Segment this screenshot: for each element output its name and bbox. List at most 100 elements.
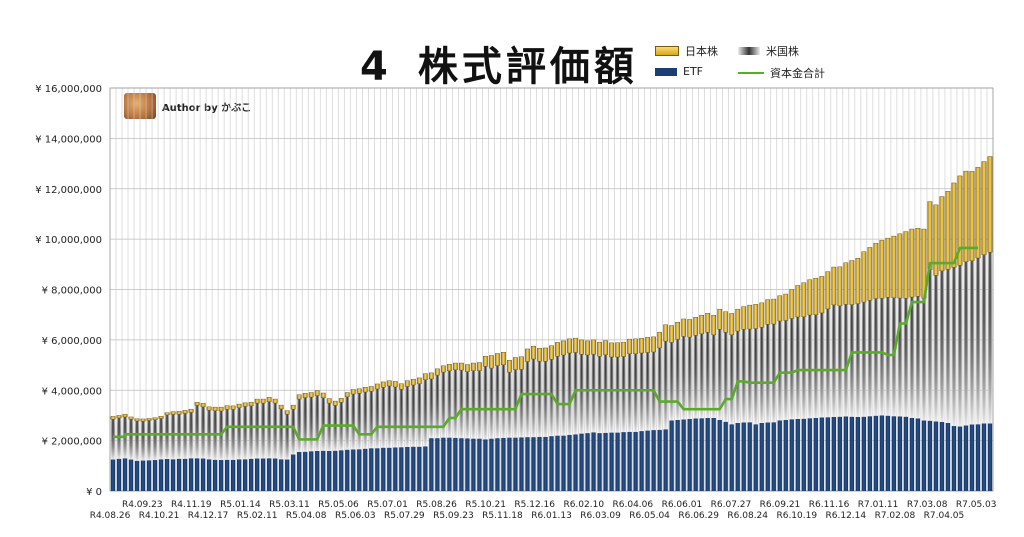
bar-etf: [783, 419, 788, 491]
bar-us-shade: [927, 269, 933, 421]
bar-us-shade: [603, 354, 608, 433]
bar-us-shade: [146, 420, 152, 461]
bar-japan: [723, 311, 729, 333]
bar-us-shade: [867, 300, 873, 417]
bar-us-shade: [297, 399, 302, 452]
bar-etf: [627, 431, 632, 491]
bar-etf: [753, 424, 758, 491]
bar-japan: [609, 342, 614, 358]
bar-japan: [555, 342, 560, 357]
bar-japan: [735, 308, 741, 332]
bar-japan: [645, 337, 650, 353]
bar-japan: [819, 276, 825, 314]
bar-japan: [543, 347, 548, 362]
x-tick-label: R4.12.17: [188, 511, 229, 521]
bar-etf: [194, 458, 200, 491]
bar-us-shade: [423, 379, 428, 447]
bar-us-shade: [200, 406, 206, 459]
bar-etf: [639, 431, 644, 491]
bar-us-shade: [483, 366, 488, 440]
bar-etf: [735, 422, 740, 491]
bar-us-shade: [555, 356, 560, 436]
bar-etf: [489, 438, 494, 491]
bar-japan: [314, 390, 320, 396]
legend-label-japan: 日本株: [685, 45, 718, 58]
bar-us-shade: [399, 389, 404, 448]
bar-japan: [597, 341, 602, 357]
bar-japan: [807, 279, 813, 316]
bar-us-shade: [669, 342, 674, 421]
bar-japan: [374, 383, 380, 390]
bar-us-shade: [285, 414, 290, 460]
bar-japan: [507, 360, 512, 373]
bar-japan: [801, 282, 807, 317]
bar-us-shade: [333, 405, 338, 451]
bar-japan: [765, 299, 771, 325]
bar-japan: [687, 319, 693, 338]
bar-us-shade: [771, 324, 776, 423]
bar-us-shade: [705, 332, 710, 418]
bar-japan: [350, 389, 356, 395]
bar-japan: [567, 338, 572, 354]
bar-us-shade: [729, 334, 734, 425]
bar-etf: [945, 422, 951, 491]
bar-etf: [116, 458, 122, 491]
bar-japan: [182, 410, 188, 414]
bar-japan: [200, 403, 206, 408]
x-tick-label: R6.09.21: [760, 500, 801, 510]
bar-etf: [128, 459, 134, 491]
bar-us-shade: [303, 397, 308, 452]
bar-us-shade: [693, 335, 698, 419]
bar-etf: [140, 460, 146, 491]
bar-etf: [795, 418, 800, 491]
bar-us-shade: [140, 421, 146, 461]
bar-etf: [327, 450, 332, 491]
bar-etf: [789, 419, 794, 491]
bar-japan: [398, 383, 404, 390]
bar-us-shade: [747, 329, 752, 423]
bar-us-shade: [387, 385, 392, 448]
y-tick-label: ¥ 16,000,000: [35, 84, 102, 95]
bar-etf: [891, 416, 897, 491]
bar-us-shade: [519, 369, 524, 438]
x-tick-label: R7.01.11: [858, 500, 899, 510]
bar-etf: [921, 420, 927, 491]
bar-etf: [837, 416, 842, 491]
bar-etf: [879, 415, 885, 491]
bar-japan: [296, 394, 302, 400]
bar-etf: [417, 446, 422, 491]
bar-japan: [861, 251, 867, 303]
bar-japan: [489, 355, 494, 369]
bar-etf: [909, 417, 915, 491]
y-axis: ¥ 0 ¥ 2,000,000 ¥ 4,000,000 ¥ 6,000,000 ¥ 8,…: [35, 84, 102, 498]
bar-etf: [170, 459, 176, 491]
bar-etf: [393, 447, 398, 491]
bar-japan: [561, 340, 566, 356]
legend-swatch-japan: [655, 46, 679, 56]
bar-etf: [765, 422, 770, 491]
bar-japan: [320, 392, 326, 399]
bar-etf: [657, 429, 662, 491]
bar-us-shade: [951, 267, 957, 427]
bar-us-shade: [363, 392, 368, 449]
bar-us-shade: [687, 337, 692, 419]
bar-etf: [885, 415, 891, 491]
bar-us-shade: [261, 403, 266, 459]
bar-etf: [182, 458, 188, 491]
bar-etf: [279, 459, 284, 491]
bar-etf: [206, 459, 212, 491]
bar-japan: [477, 362, 482, 371]
bar-us-shade: [681, 336, 686, 420]
bar-us-shade: [471, 370, 476, 439]
bar-japan: [386, 380, 392, 387]
bar-japan: [759, 302, 765, 328]
bar-japan: [729, 313, 735, 336]
bar-us-shade: [525, 361, 530, 438]
bar-us-shade: [477, 370, 482, 439]
bar-japan: [332, 400, 338, 406]
bar-us-shade: [182, 413, 188, 459]
bar-etf: [519, 437, 524, 491]
bar-etf: [927, 420, 933, 491]
bar-us-shade: [369, 391, 374, 449]
bar-japan: [591, 339, 596, 355]
